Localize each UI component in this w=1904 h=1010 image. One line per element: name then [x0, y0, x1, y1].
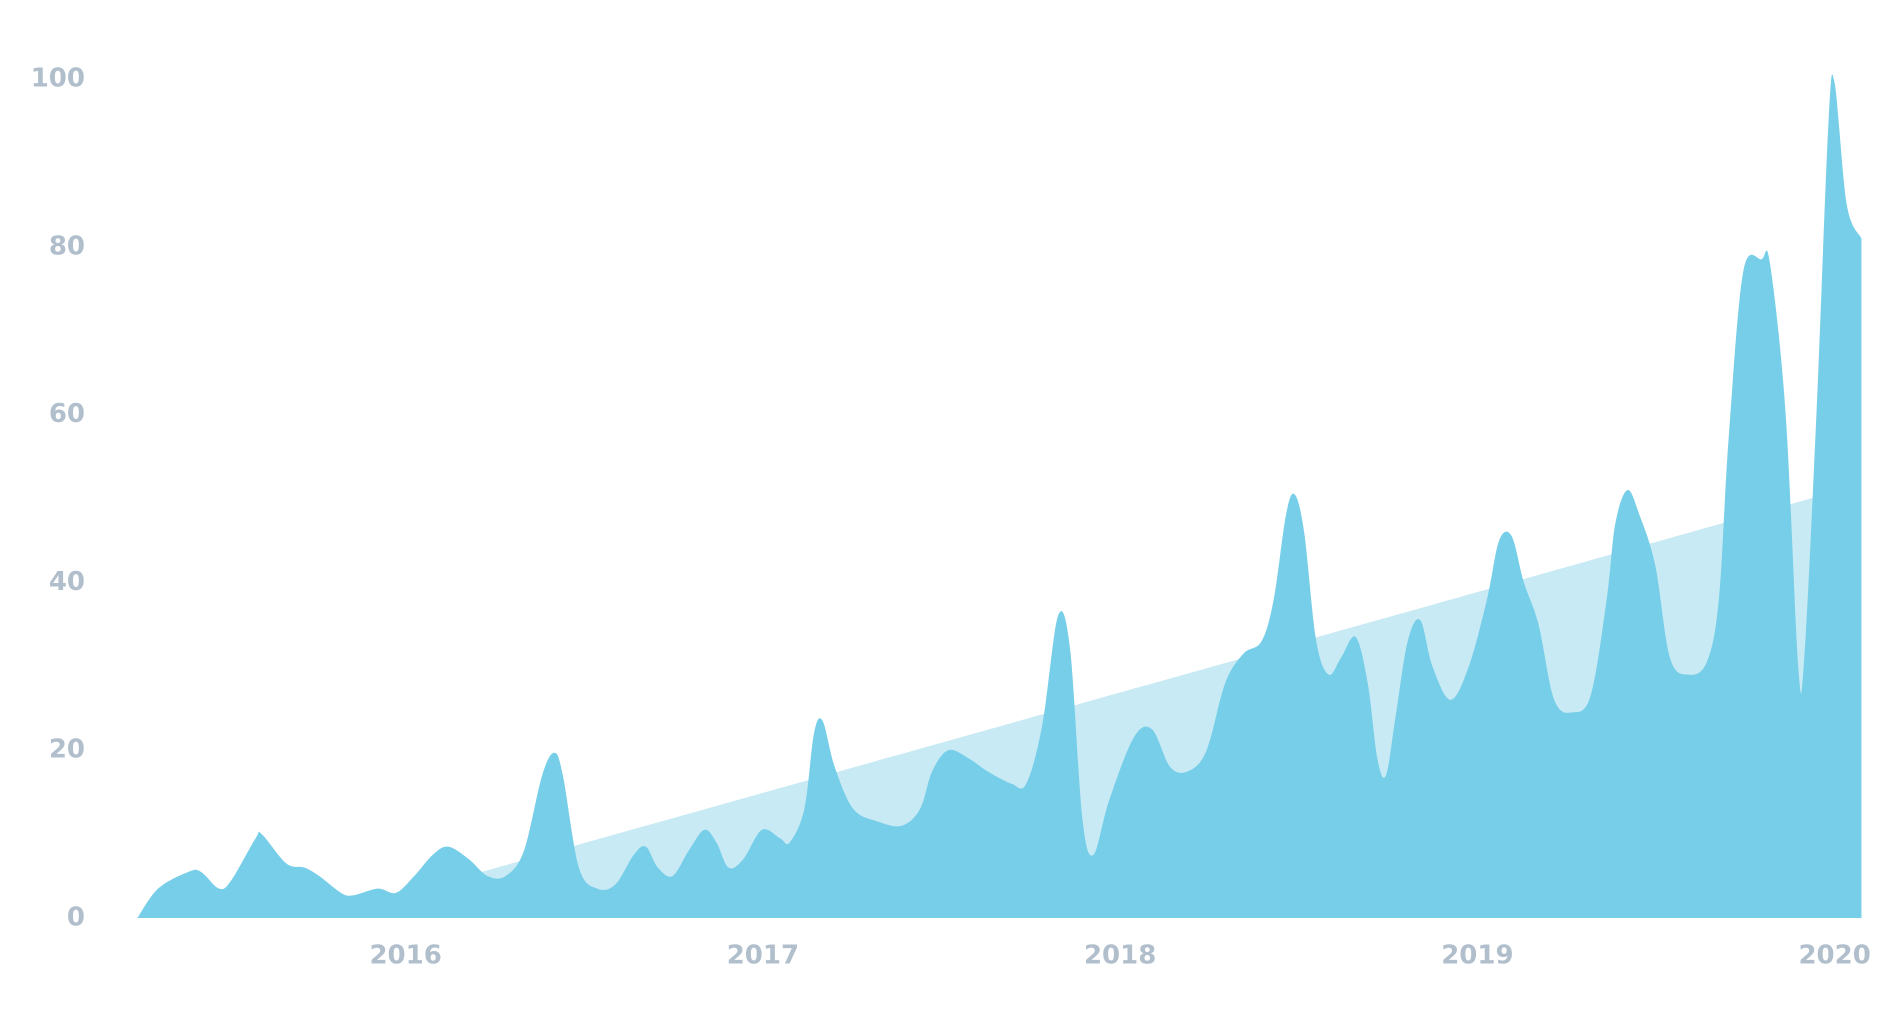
y-tick-label: 40 [49, 567, 85, 597]
x-tick-label: 2016 [369, 941, 441, 971]
y-tick-label: 0 [67, 903, 85, 933]
x-tick-label: 2018 [1084, 941, 1156, 971]
y-tick-label: 60 [49, 399, 85, 429]
y-tick-label: 100 [31, 63, 85, 93]
y-tick-label: 80 [49, 231, 85, 261]
y-tick-label: 20 [49, 735, 85, 765]
x-tick-label: 2019 [1441, 941, 1513, 971]
x-tick-label: 2017 [727, 941, 799, 971]
area [137, 74, 1862, 919]
x-tick-label: 2020 [1798, 941, 1870, 971]
